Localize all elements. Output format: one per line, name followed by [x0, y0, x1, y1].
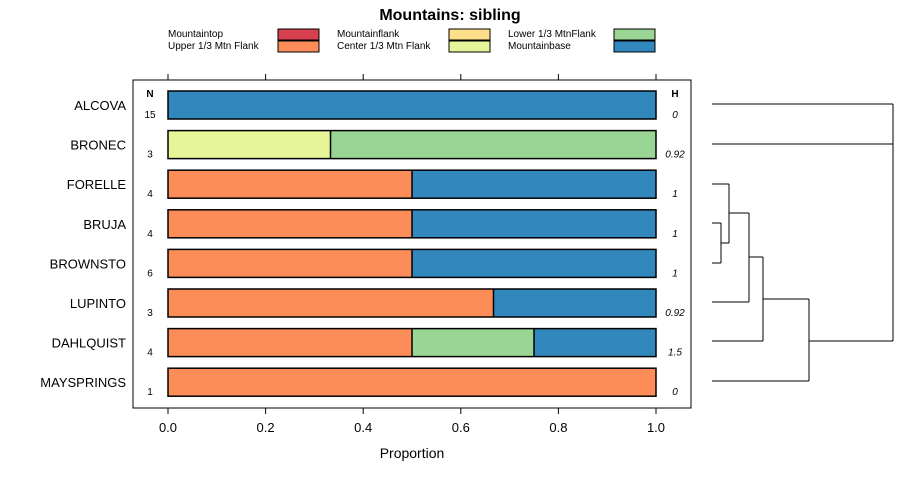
bar-outline [167, 248, 657, 279]
bar-segment [168, 368, 656, 397]
bar-outline [167, 288, 657, 318]
h-value: 1 [672, 268, 678, 279]
x-tick-label: 0.6 [452, 420, 470, 435]
category-label: MAYSPRINGS [40, 375, 126, 390]
category-label: DAHLQUIST [52, 336, 126, 351]
n-value: 4 [147, 229, 153, 240]
plot-frame [132, 79, 692, 409]
bar-segment [168, 170, 412, 199]
bar-segment [534, 328, 656, 357]
n-value: 1 [147, 387, 153, 398]
category-label: BRUJA [83, 217, 126, 232]
legend-label: Mountaintop [168, 29, 223, 40]
bar-segment [412, 170, 656, 199]
h-value: 0.92 [665, 308, 685, 319]
bar-segment [330, 130, 656, 159]
x-axis-label: Proportion [380, 445, 445, 461]
bar-outline [167, 209, 657, 239]
bar-outline [167, 367, 657, 397]
legend-label: Center 1/3 Mtn Flank [337, 41, 431, 52]
legend-swatch [277, 40, 320, 53]
category-label: BRONEC [70, 138, 126, 153]
bar-outline [167, 129, 657, 160]
category-label: ALCOVA [74, 98, 126, 113]
category-label: BROWNSTO [50, 256, 126, 271]
legend-label: Lower 1/3 MtnFlank [508, 29, 597, 40]
dendrogram [712, 103, 894, 382]
bars: ALCOVA 15 0 BRONEC 3 0.92 FORELLE 4 1 BRUJA 4 1 BROW… [40, 90, 685, 398]
bar-segment [168, 289, 494, 317]
n-value: 4 [147, 189, 153, 200]
h-header: H [671, 89, 678, 100]
h-value: 0 [672, 387, 678, 398]
legend-swatch [448, 40, 491, 53]
n-value: 3 [147, 308, 153, 319]
legend-label: Mountainbase [508, 41, 571, 52]
n-value: 15 [144, 110, 156, 121]
h-value: 0.92 [665, 150, 685, 161]
h-value: 1.5 [668, 348, 682, 359]
bar-segment [168, 249, 412, 278]
x-tick-label: 0.8 [549, 420, 567, 435]
h-value: 1 [672, 189, 678, 200]
x-tick-label: 0.4 [354, 420, 372, 435]
bar-segment [168, 91, 656, 119]
chart-title: Mountains: sibling [379, 7, 520, 24]
bar-outline [167, 169, 657, 199]
h-value: 0 [672, 110, 678, 121]
n-value: 4 [147, 348, 153, 359]
category-label: FORELLE [67, 177, 127, 192]
n-value: 6 [147, 268, 153, 279]
bar-segment [168, 209, 412, 238]
x-tick-label: 0.0 [159, 420, 177, 435]
legend-swatch [448, 28, 491, 41]
legend-label: Mountainflank [337, 29, 400, 40]
legend-swatch [277, 28, 320, 41]
legend-label: Upper 1/3 Mtn Flank [168, 41, 260, 52]
bar-segment [412, 209, 656, 238]
legend-swatch [613, 28, 656, 41]
n-value: 3 [147, 150, 153, 161]
bar-segment [493, 289, 656, 317]
h-value: 1 [672, 229, 678, 240]
bar-segment [412, 249, 656, 278]
x-axis: 0.0 0.2 0.4 0.6 0.8 1.0 [159, 74, 665, 435]
n-header: N [146, 89, 153, 100]
bar-outline [167, 327, 657, 358]
x-tick-label: 1.0 [647, 420, 665, 435]
x-tick-label: 0.2 [257, 420, 275, 435]
bar-segment [412, 328, 534, 357]
bar-segment [168, 328, 412, 357]
bar-outline [167, 90, 657, 120]
category-label: LUPINTO [70, 296, 126, 311]
bar-segment [168, 130, 331, 159]
legend-swatch [613, 40, 656, 53]
